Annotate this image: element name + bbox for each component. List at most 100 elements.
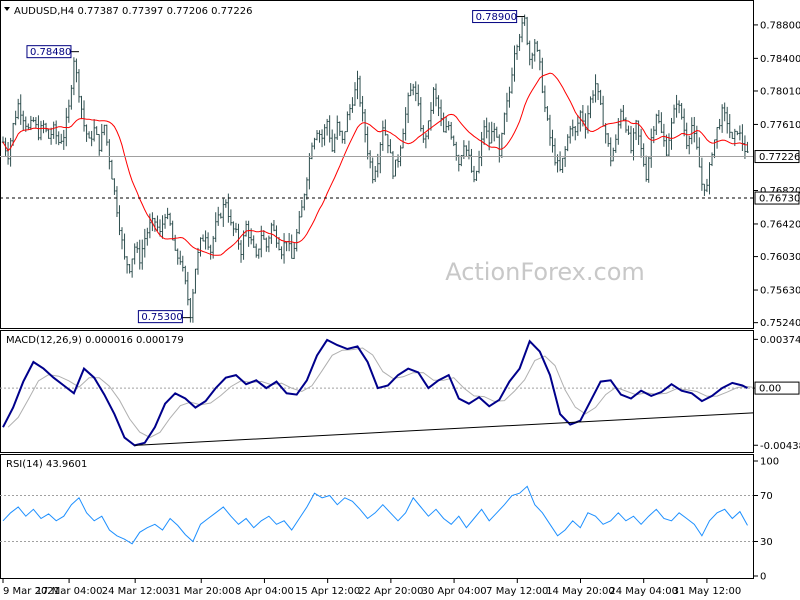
price-bar — [465, 145, 468, 157]
price-bar — [138, 239, 141, 270]
price-bar — [700, 157, 704, 191]
price-bar — [133, 243, 136, 265]
price-tick-label: 0.78400 — [760, 54, 800, 65]
price-tick-label: 0.78800 — [760, 20, 800, 31]
price-bar — [247, 220, 250, 247]
time-tick-label: 31 May 12:00 — [673, 586, 742, 597]
price-bar — [239, 240, 243, 263]
price-bar — [113, 178, 116, 195]
price-bar — [181, 255, 184, 272]
price-annotations: 0.78480 0.78900 0.75300 — [26, 10, 525, 324]
price-bar — [242, 230, 245, 260]
price-bar — [67, 99, 71, 123]
price-bar — [82, 100, 86, 132]
price-bar — [662, 123, 666, 147]
price-bar — [346, 111, 349, 133]
price-bar — [77, 69, 81, 103]
price-bar — [472, 165, 476, 183]
price-bar — [196, 247, 200, 275]
price-bar — [688, 135, 691, 155]
price-bar — [409, 83, 412, 97]
price-bar — [34, 117, 38, 129]
price-bar — [168, 212, 172, 226]
price-bar — [655, 113, 658, 135]
price-bar — [72, 57, 76, 96]
price-bar — [487, 122, 491, 151]
price-bar — [224, 199, 228, 208]
price-title: AUDUSD,H4 0.77387 0.77397 0.77206 0.7722… — [14, 6, 252, 17]
price-bar — [368, 150, 372, 169]
price-bar — [543, 85, 547, 113]
price-bar — [343, 131, 347, 144]
current-price-label: 0.77226 — [754, 150, 800, 164]
watermark: ActionForex.com — [445, 258, 645, 286]
time-tick-label: 30 Apr 04:00 — [421, 586, 486, 597]
price-bar — [16, 98, 20, 120]
time-tick-label: 7 May 12:00 — [486, 586, 548, 597]
price-bar — [672, 104, 676, 124]
rsi-tick-label: 30 — [760, 537, 773, 548]
price-bar — [222, 198, 225, 227]
price-bar — [548, 114, 552, 146]
price-bar — [733, 128, 737, 147]
price-bar — [693, 116, 696, 143]
rsi-panel-frame — [0, 454, 754, 579]
price-bar — [485, 117, 488, 139]
price-bar — [576, 115, 580, 136]
price-bar — [604, 123, 607, 144]
price-bar — [14, 110, 17, 126]
price-bar — [470, 148, 473, 173]
price-panel-frame — [0, 0, 754, 329]
price-bar — [417, 84, 420, 107]
price-bar — [108, 139, 111, 170]
rsi-tick-label: 100 — [760, 457, 779, 468]
price-bar — [495, 126, 498, 138]
price-bar — [589, 96, 592, 119]
price-bar — [505, 92, 509, 122]
price-bar — [376, 153, 379, 178]
price-bar — [379, 142, 382, 174]
price-bar — [191, 288, 195, 323]
price-bar — [513, 45, 516, 82]
price-bar — [358, 75, 362, 107]
price-bar — [508, 86, 511, 108]
price-bar — [11, 122, 15, 146]
price-bar — [328, 115, 331, 143]
price-bar — [518, 33, 521, 51]
price-bar — [644, 155, 648, 182]
price-bar — [70, 84, 73, 110]
price-reference-lines — [0, 156, 753, 199]
time-tick-label: 14 May 20:00 — [546, 586, 615, 597]
price-bar — [19, 94, 22, 125]
price-bar — [619, 108, 623, 129]
price-bar — [173, 234, 177, 251]
price-bars — [1, 14, 749, 323]
price-bar — [432, 87, 435, 114]
price-bar — [553, 138, 557, 166]
macd-tick-label: 0.003742 — [760, 335, 800, 346]
price-bar — [115, 186, 119, 217]
price-bar — [103, 124, 106, 136]
price-bar — [389, 139, 392, 154]
price-bar — [596, 83, 600, 101]
price-bar — [462, 140, 466, 159]
price-tick-label: 0.75240 — [760, 318, 800, 329]
price-bar — [255, 243, 258, 258]
macd-signal-line — [7, 347, 753, 439]
price-bar — [594, 74, 597, 103]
price-bar — [39, 120, 43, 141]
price-bar — [153, 217, 157, 232]
price-bar — [351, 97, 354, 113]
price-bar — [386, 134, 390, 154]
price-bar — [569, 125, 572, 144]
price-bar — [37, 115, 40, 141]
macd-title: MACD(12,26,9) 0.000016 0.000179 — [6, 335, 184, 346]
macd-tick-label: -0.004389 — [760, 441, 800, 452]
price-bar — [320, 129, 324, 148]
price-bar — [146, 227, 149, 246]
price-bar — [551, 129, 554, 153]
price-bar — [128, 263, 131, 274]
time-tick-label: 9 Mar 2021 — [3, 586, 60, 597]
